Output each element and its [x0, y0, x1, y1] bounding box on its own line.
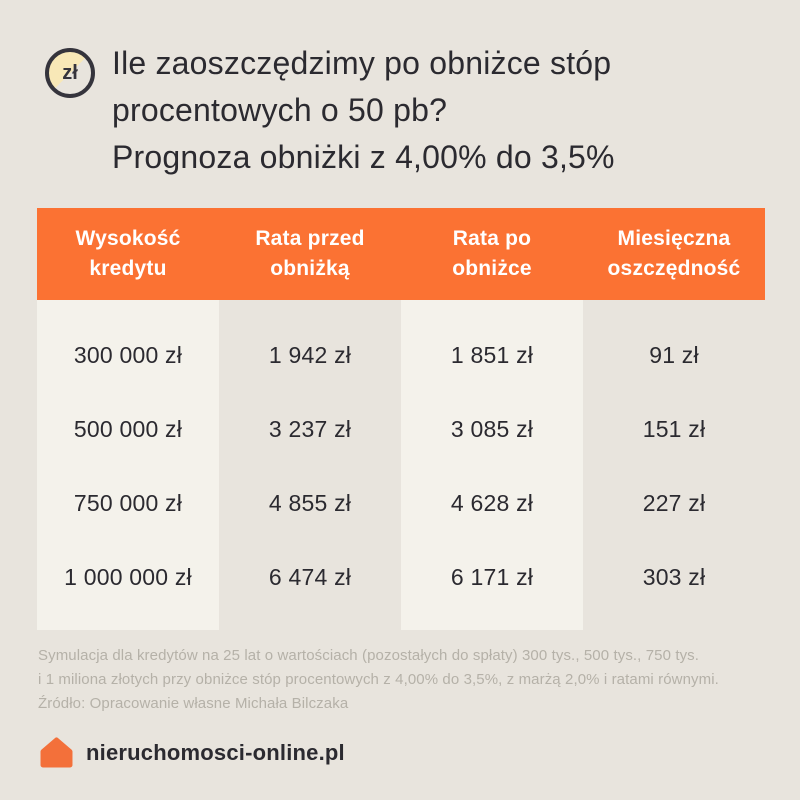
column-header-installment-after: Rata po obniżce: [452, 227, 532, 280]
column-header-loan-amount: Wysokość kredytu: [75, 227, 181, 280]
footnote: Symulacja dla kredytów na 25 lat o warto…: [38, 644, 770, 716]
masthead: zł Ile zaoszczędzimy po obniżce stóp pro…: [45, 40, 770, 181]
table-column-installment-before: 1 942 zł 3 237 zł 4 855 zł 6 474 zł: [219, 300, 401, 630]
table-header-row: Wysokość kredytu Rata przed obniżką Rata…: [37, 208, 765, 300]
table-cell-installment-after: 1 851 zł: [450, 341, 534, 368]
page-title: Ile zaoszczędzimy po obniżce stóp procen…: [112, 40, 615, 181]
table-cell-monthly-saving: 91 zł: [649, 341, 699, 368]
table-cell-installment-after: 3 085 zł: [450, 415, 534, 442]
table-cell-loan-amount: 1 000 000 zł: [64, 563, 192, 590]
site-name: nieruchomosci-online.pl: [86, 739, 345, 765]
table-cell-monthly-saving: 303 zł: [642, 563, 706, 590]
column-header-installment-before: Rata przed obniżką: [255, 227, 365, 280]
table-cell-monthly-saving: 227 zł: [642, 489, 706, 516]
footnote-line-2: i 1 miliona złotych przy obniżce stóp pr…: [38, 671, 719, 688]
coin-currency-label: zł: [62, 62, 78, 84]
table-column-loan-amount: 300 000 zł 500 000 zł 750 000 zł 1 000 0…: [37, 300, 219, 630]
footnote-line-1: Symulacja dla kredytów na 25 lat o warto…: [38, 647, 700, 664]
house-icon: [40, 737, 73, 768]
table-cell-loan-amount: 750 000 zł: [73, 489, 183, 516]
savings-table: Wysokość kredytu Rata przed obniżką Rata…: [37, 208, 765, 630]
column-header-monthly-saving: Miesięczna oszczędność: [607, 227, 741, 280]
table-cell-loan-amount: 500 000 zł: [73, 415, 183, 442]
page-title-line-3: Prognoza obniżki z 4,00% do 3,5%: [112, 139, 615, 175]
page-title-line-1: Ile zaoszczędzimy po obniżce stóp: [112, 45, 612, 81]
site-logo: nieruchomosci-online.pl: [40, 737, 345, 768]
zloty-coin-icon: zł: [45, 48, 95, 98]
table-body: 300 000 zł 500 000 zł 750 000 zł 1 000 0…: [37, 300, 765, 630]
page-title-line-2: procentowych o 50 pb?: [112, 92, 448, 128]
table-cell-installment-before: 1 942 zł: [268, 341, 352, 368]
table-column-monthly-saving: 91 zł 151 zł 227 zł 303 zł: [583, 300, 765, 630]
table-cell-monthly-saving: 151 zł: [642, 415, 706, 442]
table-cell-installment-before: 3 237 zł: [268, 415, 352, 442]
table-cell-installment-before: 6 474 zł: [268, 563, 352, 590]
table-column-installment-after: 1 851 zł 3 085 zł 4 628 zł 6 171 zł: [401, 300, 583, 630]
table-cell-installment-after: 4 628 zł: [450, 489, 534, 516]
table-cell-installment-before: 4 855 zł: [268, 489, 352, 516]
footnote-line-3: Źródło: Opracowanie własne Michała Bilcz…: [38, 695, 349, 712]
table-cell-loan-amount: 300 000 zł: [73, 341, 183, 368]
table-cell-installment-after: 6 171 zł: [450, 563, 534, 590]
